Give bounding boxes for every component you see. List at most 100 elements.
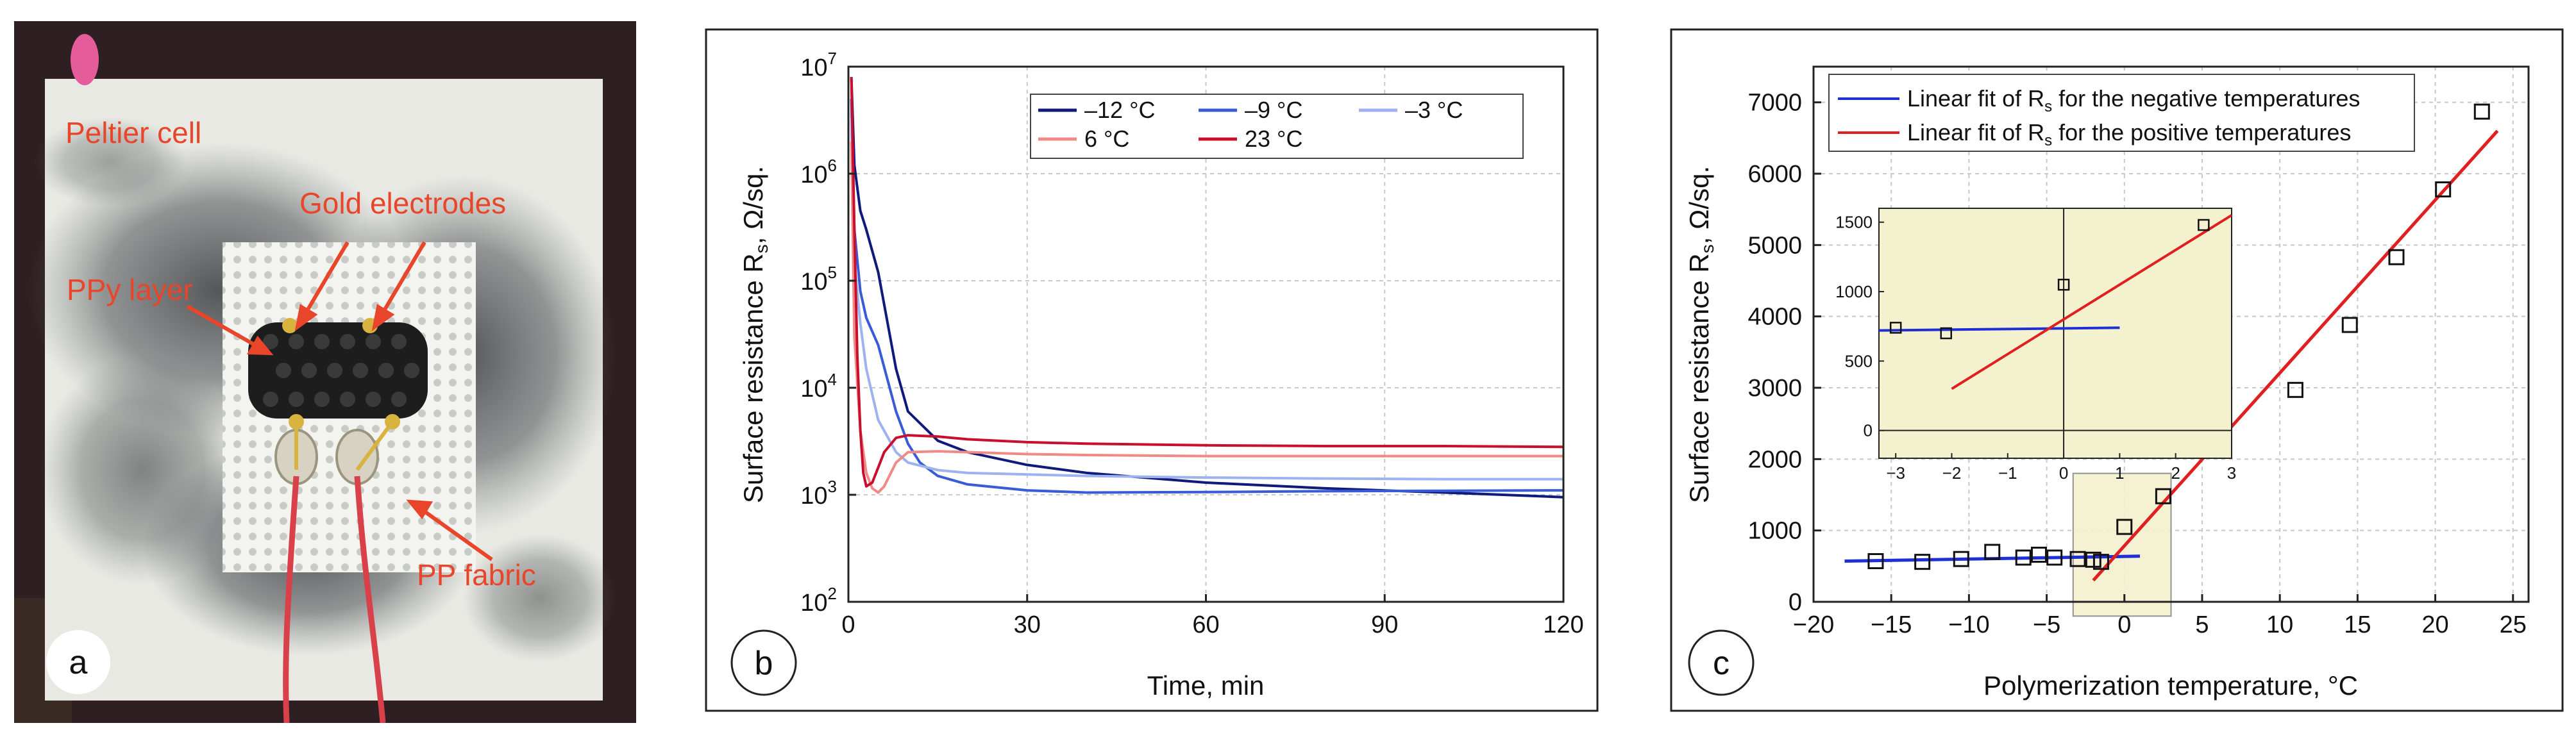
y-label-sub: s (752, 244, 771, 253)
data-point (2015, 549, 2032, 566)
panel-label-c: c (1713, 645, 1730, 682)
y-tick-label: 5000 (1747, 232, 1802, 259)
chart-c-y-ticks: 0 1000 2000 3000 4000 5000 6000 7000 (1747, 90, 1821, 616)
chart-c-plot-frame (1812, 65, 2530, 603)
y-tick-exponent: 5 (828, 263, 837, 282)
annotation-arrows (186, 241, 493, 561)
chart-c-legend: Linear fit of Rs for the negative temper… (1828, 74, 2415, 152)
y-tick-label: 3000 (1747, 375, 1802, 402)
series-line (850, 141, 1563, 494)
chart-b-x-label: Time, min (1147, 670, 1265, 701)
chart-b-legend: –12 °C –9 °C –3 °C 6 °C 23 °C (1030, 94, 1524, 159)
data-point (1914, 554, 1931, 570)
y-tick-label: 107 (800, 49, 837, 81)
inset-x-tick-label: 0 (2059, 463, 2068, 483)
data-point (2388, 249, 2405, 265)
x-tick-label: −10 (1948, 611, 1989, 638)
inset-x-tick-label: 2 (2171, 463, 2180, 483)
inset-chart: −3 −2 −1 0 1 2 3 0 500 1000 1500 (1835, 208, 2236, 483)
chart-c: −20 −15 −10 −5 0 5 10 15 20 25 010002000300040005… (1670, 28, 2564, 712)
inset-point (2057, 278, 2070, 291)
legend-box (1030, 94, 1524, 159)
y-tick-exponent: 3 (828, 477, 837, 496)
y-tick-exponent: 2 (828, 584, 837, 603)
zoom-highlight-box (2072, 472, 2172, 617)
data-point (2473, 103, 2490, 120)
data-point (2435, 181, 2452, 197)
legend-label: –9 °C (1245, 97, 1302, 123)
label-pp-fabric: PP fabric (417, 558, 536, 592)
data-point (2092, 554, 2109, 570)
data-point (2046, 549, 2063, 566)
data-point (2287, 381, 2303, 398)
y-tick-label: 7000 (1747, 90, 1802, 117)
inset-x-tick-label: 3 (2227, 463, 2236, 483)
legend-text-negative: Linear fit of Rs for the negative temper… (1907, 85, 2360, 115)
legend-label: 23 °C (1245, 126, 1302, 152)
red-wire-left (283, 476, 299, 723)
y-tick-label: 6000 (1747, 161, 1802, 188)
data-point (1953, 551, 1969, 567)
y-tick-exponent: 4 (828, 370, 837, 389)
data-point (2341, 317, 2358, 333)
inset-y-tick-label: 0 (1864, 421, 1873, 440)
series-line (850, 77, 1564, 488)
x-tick-label: −15 (1871, 611, 1912, 638)
inset-x-tick-label: −3 (1886, 463, 1905, 483)
ppy-texture (263, 334, 419, 407)
panel-label-circle-b (730, 629, 797, 696)
inset-fit-positive (1951, 214, 2233, 390)
data-point (1867, 553, 1884, 570)
data-point (2116, 518, 2133, 535)
label-gold-electrodes: Gold electrodes (299, 187, 506, 220)
y-tick-exponent: 6 (828, 156, 837, 175)
inset-x-tick-label: −1 (1998, 463, 2017, 483)
panel-label-circle-c (1688, 629, 1755, 696)
label-peltier-cell: Peltier cell (65, 116, 201, 149)
pink-tube (71, 34, 99, 85)
inset-point (1940, 327, 1953, 340)
y-label-main: Surface resistance R (738, 253, 768, 503)
x-tick-label: 25 (2500, 611, 2527, 638)
inset-x-tick-label: −2 (1942, 463, 1962, 483)
chart-c-x-ticks: −20 −15 −10 −5 0 5 10 15 20 25 (1793, 594, 2527, 638)
inset-point (2198, 219, 2210, 231)
x-tick-label: 30 (1014, 611, 1041, 638)
x-tick-label: 15 (2344, 611, 2371, 638)
panel-label-a: a (69, 644, 88, 681)
x-tick-label: 0 (2117, 611, 2131, 638)
y-tick-label: 2000 (1747, 446, 1802, 473)
legend-text-positive: Linear fit of Rs for the positive temper… (1907, 119, 2351, 149)
chart-c-y-label: Surface resistance Rs, Ω/sq. (1684, 166, 1717, 503)
series-line (850, 77, 1564, 499)
panel-label-b: b (755, 645, 773, 682)
series-line (850, 122, 1563, 481)
x-tick-label: 0 (841, 611, 855, 638)
chart-c-x-label: Polymerization temperature, °C (1983, 670, 2358, 701)
y-label-unit: , Ω/sq. (738, 166, 768, 244)
chart-b-y-label: Surface resistance Rs, Ω/sq. (738, 166, 771, 503)
label-ppy-layer: PPy layer (67, 273, 193, 306)
x-tick-label: −20 (1793, 611, 1834, 638)
legend-label: –3 °C (1405, 97, 1463, 123)
y-tick-label: 1000 (1747, 518, 1802, 545)
inset-y-tick-label: 1000 (1835, 282, 1873, 301)
x-tick-label: 20 (2421, 611, 2448, 638)
inset-background (1878, 208, 2232, 459)
data-point (2155, 488, 2171, 504)
x-tick-label: −5 (2033, 611, 2060, 638)
x-tick-label: 90 (1371, 611, 1398, 638)
inset-y-tick-label: 1500 (1835, 213, 1873, 232)
y-tick-exponent: 7 (828, 49, 837, 68)
fit-line (2092, 129, 2499, 582)
y-tick-label: 0 (1789, 589, 1802, 616)
inset-x-tick-label: 1 (2115, 463, 2124, 483)
data-point (2069, 551, 2086, 567)
panel-label-circle-a (46, 630, 110, 694)
wire-clip-right (335, 429, 379, 485)
x-tick-label: 120 (1543, 611, 1583, 638)
data-point (2030, 547, 2047, 563)
legend-box-c (1828, 74, 2415, 152)
chart-b-series (850, 77, 1564, 499)
